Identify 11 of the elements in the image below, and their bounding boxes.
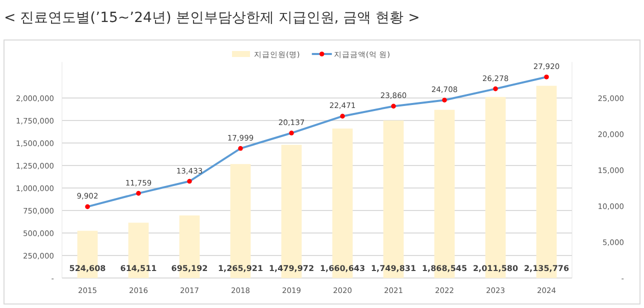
data-label: 614,511 bbox=[120, 264, 158, 273]
data-label: 2,135,776 bbox=[524, 264, 570, 273]
data-label: 524,608 bbox=[69, 264, 106, 273]
data-label: 2,011,580 bbox=[472, 264, 518, 273]
data-label: 1,749,831 bbox=[370, 264, 416, 273]
chart-title: < 진료연도별(’15~’24년) 본인부담상한제 지급인원, 금액 현황 > bbox=[4, 10, 420, 26]
data-label: 1,479,972 bbox=[268, 264, 314, 273]
data-label: 1,265,921 bbox=[218, 264, 264, 273]
data-label: 1,868,545 bbox=[422, 264, 468, 273]
data-label: 1,660,643 bbox=[320, 264, 366, 273]
data-label: 695,192 bbox=[171, 264, 208, 273]
